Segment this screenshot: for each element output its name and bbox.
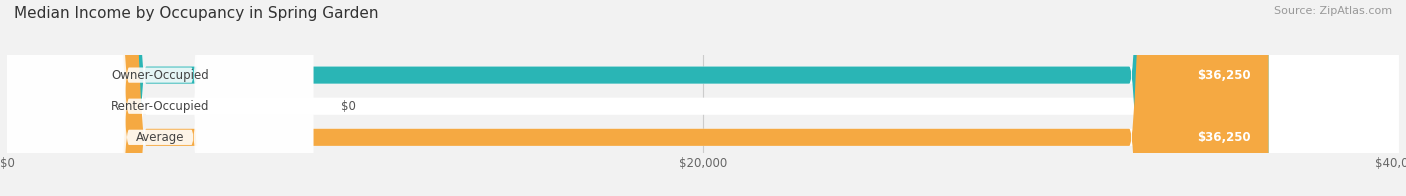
Text: $36,250: $36,250 [1198,131,1251,144]
Text: Median Income by Occupancy in Spring Garden: Median Income by Occupancy in Spring Gar… [14,6,378,21]
Text: $0: $0 [342,100,356,113]
Text: Source: ZipAtlas.com: Source: ZipAtlas.com [1274,6,1392,16]
Text: Owner-Occupied: Owner-Occupied [111,69,209,82]
Text: $36,250: $36,250 [1198,69,1251,82]
FancyBboxPatch shape [7,0,314,196]
FancyBboxPatch shape [7,0,1399,196]
FancyBboxPatch shape [7,0,1399,196]
Text: Average: Average [136,131,184,144]
FancyBboxPatch shape [7,0,1268,196]
FancyBboxPatch shape [7,0,314,196]
Text: Renter-Occupied: Renter-Occupied [111,100,209,113]
FancyBboxPatch shape [7,0,1268,196]
FancyBboxPatch shape [7,0,314,196]
FancyBboxPatch shape [7,0,1399,196]
